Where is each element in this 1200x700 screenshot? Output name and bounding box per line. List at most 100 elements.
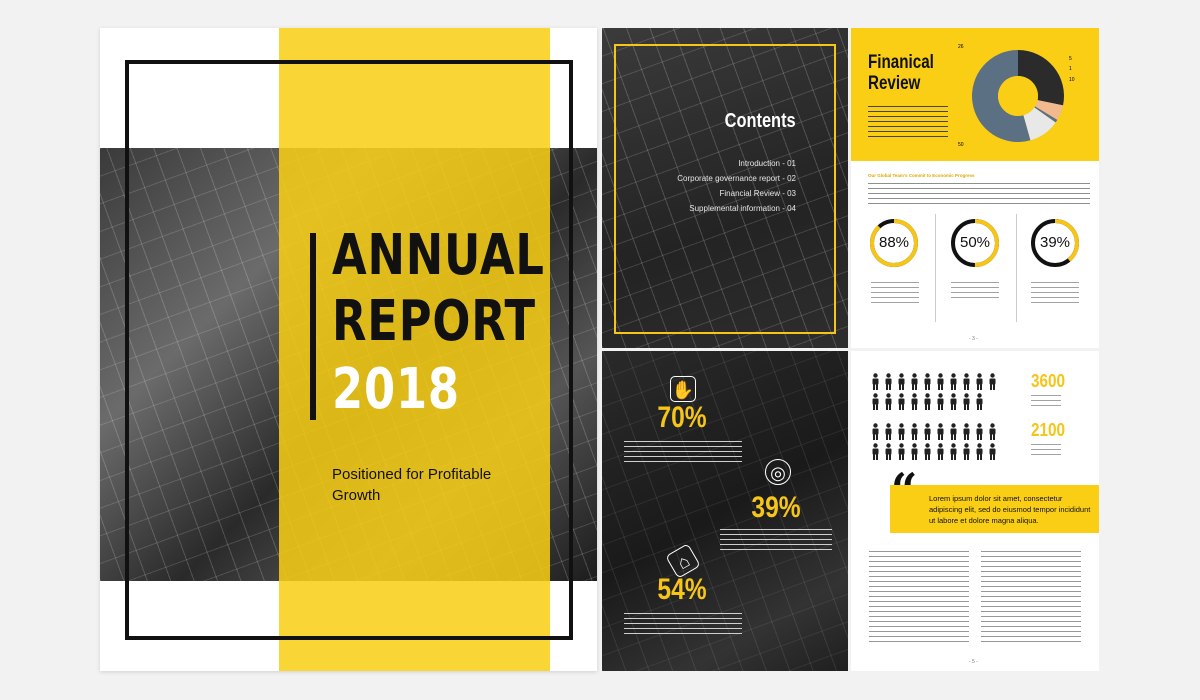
person-icon bbox=[898, 373, 905, 390]
cover-title-line1: ANNUAL bbox=[332, 223, 545, 288]
person-icon bbox=[911, 423, 918, 440]
toc-item[interactable]: Financial Review - 03 bbox=[719, 189, 796, 198]
person-icon bbox=[950, 393, 957, 410]
person-icon bbox=[885, 373, 892, 390]
stat-value: 54% bbox=[657, 573, 707, 606]
person-icon bbox=[898, 443, 905, 460]
gauge-caption bbox=[951, 282, 999, 300]
page-number: - 3 - bbox=[969, 336, 978, 342]
toc-item[interactable]: Introduction - 01 bbox=[738, 159, 796, 168]
person-icon bbox=[924, 373, 931, 390]
body-text-block bbox=[868, 183, 1090, 205]
person-icon bbox=[898, 423, 905, 440]
section-heading: Our Global Team's Commit to Economic Pro… bbox=[868, 173, 975, 178]
gauge-50: 50% bbox=[949, 217, 1001, 269]
quote-text: Lorem ipsum dolor sit amet, consectetur … bbox=[929, 494, 1091, 525]
cover-subtitle: Positioned for Profitable Growth bbox=[332, 466, 492, 504]
stat-value: 39% bbox=[751, 491, 801, 524]
gauge-value: 50% bbox=[959, 234, 991, 251]
person-icon bbox=[989, 443, 996, 460]
person-icon bbox=[872, 423, 879, 440]
pie-label: 1 bbox=[1069, 66, 1072, 72]
gauge-fill bbox=[870, 219, 918, 267]
donut-hole bbox=[998, 76, 1038, 116]
gauge-ring bbox=[951, 219, 999, 267]
count-caption bbox=[1031, 444, 1061, 458]
gauge-caption bbox=[871, 282, 919, 304]
stat-value: 70% bbox=[657, 401, 707, 434]
person-icon bbox=[963, 393, 970, 410]
pie-label: 50 bbox=[958, 142, 964, 148]
person-icon bbox=[989, 373, 996, 390]
person-icon bbox=[885, 443, 892, 460]
employee-count: 2100 bbox=[1031, 420, 1066, 440]
pie-slice bbox=[972, 50, 1031, 142]
quote-box bbox=[890, 485, 1099, 533]
person-icon bbox=[963, 423, 970, 440]
stat-text bbox=[720, 529, 832, 553]
financial-title: Finanical Review bbox=[868, 52, 934, 94]
workforce-page: 3600 2100 “ Lorem ipsum dolor sit amet, … bbox=[851, 351, 1099, 671]
page-number: - 5 - bbox=[969, 659, 978, 665]
person-icon bbox=[872, 443, 879, 460]
pie-label: 10 bbox=[1069, 77, 1075, 83]
gauge-ring bbox=[870, 219, 918, 267]
gauge-88: 88% bbox=[868, 217, 920, 269]
pie-slice bbox=[1018, 50, 1064, 106]
gauge-39: 39% bbox=[1029, 217, 1081, 269]
count-caption bbox=[1031, 395, 1061, 409]
person-icon bbox=[937, 393, 944, 410]
person-icon bbox=[989, 423, 996, 440]
stat-text bbox=[624, 613, 742, 637]
person-icon bbox=[911, 443, 918, 460]
toc-item[interactable]: Corporate governance report - 02 bbox=[677, 174, 796, 183]
person-icon bbox=[937, 373, 944, 390]
person-icon bbox=[976, 393, 983, 410]
person-icon bbox=[885, 393, 892, 410]
quote-icon: “ bbox=[891, 463, 918, 517]
pie-slice bbox=[1034, 106, 1058, 123]
stat-text bbox=[624, 441, 742, 465]
person-icon bbox=[924, 423, 931, 440]
person-icon bbox=[937, 423, 944, 440]
pie-label: 26 bbox=[958, 44, 964, 50]
person-icon bbox=[885, 423, 892, 440]
cover-page: ANNUAL REPORT 2018 Positioned for Profit… bbox=[100, 28, 597, 671]
pie-slice bbox=[1035, 100, 1064, 120]
divider bbox=[935, 214, 936, 322]
gauge-ring bbox=[1031, 219, 1079, 267]
contents-page: Contents Introduction - 01 Corporate gov… bbox=[602, 28, 848, 348]
donut-chart bbox=[972, 50, 1064, 142]
person-icon bbox=[976, 373, 983, 390]
person-icon bbox=[924, 443, 931, 460]
person-icon bbox=[963, 443, 970, 460]
person-icon bbox=[950, 373, 957, 390]
body-text-column bbox=[869, 551, 969, 646]
person-icon bbox=[963, 373, 970, 390]
gauge-caption bbox=[1031, 282, 1079, 304]
title-accent-bar bbox=[310, 233, 316, 420]
yellow-band bbox=[279, 28, 550, 671]
person-icon bbox=[950, 423, 957, 440]
divider bbox=[1016, 214, 1017, 322]
toc-item[interactable]: Supplemental information - 04 bbox=[689, 204, 796, 213]
person-icon bbox=[911, 393, 918, 410]
piggy-bank-icon: ◎ bbox=[765, 459, 791, 485]
body-text-column bbox=[981, 551, 1081, 646]
stats-page: ✋ 70% ◎ 39% ⌂ 54% bbox=[602, 351, 848, 671]
pie-slice bbox=[1023, 107, 1056, 141]
cover-year: 2018 bbox=[332, 357, 460, 422]
person-icon bbox=[924, 393, 931, 410]
employee-count: 3600 bbox=[1031, 371, 1066, 391]
person-icon bbox=[872, 373, 879, 390]
person-icon bbox=[937, 443, 944, 460]
person-icon bbox=[976, 423, 983, 440]
person-icon bbox=[911, 373, 918, 390]
contents-title: Contents bbox=[724, 110, 796, 132]
person-icon bbox=[976, 443, 983, 460]
person-icon bbox=[950, 443, 957, 460]
cover-frame bbox=[125, 60, 573, 640]
gauge-value: 39% bbox=[1039, 234, 1071, 251]
person-icon bbox=[872, 393, 879, 410]
pie-label: 5 bbox=[1069, 56, 1072, 62]
